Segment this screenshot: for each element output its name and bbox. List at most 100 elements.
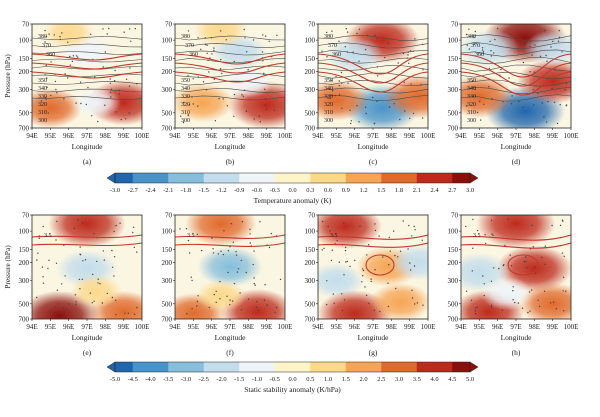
anomaly-blob (318, 262, 365, 299)
stipple-dot (509, 34, 512, 36)
stipple-dot (114, 69, 116, 72)
stipple-dot (366, 254, 368, 256)
isentrope-line (32, 66, 142, 70)
stipple-dot (133, 246, 135, 249)
stipple-dot (408, 224, 410, 227)
stipple-dot (481, 49, 484, 51)
stipple-dot (471, 270, 473, 272)
anomaly-field (461, 215, 571, 319)
stipple-dot (132, 226, 135, 228)
stipple-dot (213, 293, 215, 296)
x-tick-label: 95E (331, 323, 342, 331)
stipple-dot (409, 117, 411, 120)
colorbar-segment (328, 173, 347, 183)
stipple-dot (344, 246, 347, 249)
contour-label: 3.5 (44, 233, 52, 239)
stipple-dot (263, 299, 266, 301)
stipple-dot (394, 254, 396, 257)
red-contour-line (32, 71, 142, 79)
stipple-dot (102, 250, 105, 252)
colorbar-segment (203, 173, 222, 183)
red-contour-line (318, 242, 428, 248)
colorbar-tick-label: -5.0 (110, 376, 120, 383)
isentrope-line (175, 50, 285, 56)
stipple-dot (537, 299, 539, 301)
anomaly-blob (369, 282, 428, 319)
stipple-dot (533, 71, 536, 73)
red-contour-line (175, 71, 285, 83)
stipple-dot (136, 251, 138, 253)
x-tick-label: 98E (243, 132, 254, 140)
stipple-dot (190, 276, 192, 278)
y-tick-label: 500 (448, 300, 459, 308)
stipple-dot (490, 280, 493, 282)
y-tick-label: 200 (19, 68, 30, 76)
colorbar-frame (114, 361, 471, 373)
stipple-dot (81, 222, 84, 224)
x-axis-label: Longitude (215, 333, 246, 342)
isentrope-line (175, 43, 285, 48)
colorbar-tick-label: -3.5 (163, 376, 173, 383)
colorbar-label: Static stability anomaly (K/hPa) (244, 385, 341, 394)
stipple-dot (226, 105, 229, 107)
colorbar-tick-label: 0.5 (306, 376, 314, 383)
panel-b: 350 340 330 320 310 300 380 370 360 70 100 150 200 30… (162, 21, 293, 167)
stipple-dot (532, 89, 534, 91)
stipple-dot (90, 33, 92, 35)
stipple-dot (61, 32, 63, 34)
stipple-dot (191, 308, 193, 310)
x-tick-label: 98E (529, 132, 540, 140)
stipple-dot (229, 304, 231, 306)
colorbar-label: Temperature anomaly (K) (254, 196, 332, 205)
isentrope-line (175, 88, 285, 93)
stipple-dot (529, 310, 531, 312)
stipple-dot (253, 282, 255, 285)
stipple-dot (344, 46, 346, 48)
colorbar-tick-label: 1.2 (359, 187, 367, 194)
x-tick-label: 98E (243, 323, 254, 331)
stipple-dot (481, 47, 484, 49)
stipple-dot (476, 111, 479, 114)
stipple-dot (490, 50, 492, 52)
stipple-dot (81, 278, 84, 280)
y-tick-label: 100 (162, 228, 173, 236)
stipple-dot (565, 82, 568, 85)
contour-label: 320 (324, 102, 333, 108)
stipple-dot (42, 282, 45, 284)
stipple-dot (388, 236, 390, 239)
stipple-dot (219, 280, 221, 283)
stipple-dot (233, 282, 236, 285)
panel-c: 350 340 330 320 310 300 380 370 360 70 100 150 200 30… (305, 21, 436, 167)
stipple-dot (56, 289, 59, 291)
stipple-dot (501, 309, 504, 311)
y-tick-label: 500 (305, 109, 316, 117)
stipple-dot (262, 34, 264, 36)
stipple-dot (235, 251, 237, 253)
colorbar-tick-label: 0.9 (342, 187, 350, 194)
y-tick-label: 150 (162, 246, 173, 254)
stipple-dot (191, 279, 193, 282)
red-contour-line (461, 62, 571, 87)
stipple-dot (538, 305, 541, 308)
stipple-dot (553, 101, 556, 104)
colorbar-segment (150, 362, 169, 372)
colorbar-segment (274, 173, 293, 183)
stipple-dot (525, 260, 527, 263)
x-tick-label: 97E (510, 132, 521, 140)
stipple-dot (75, 55, 78, 57)
stipple-dot (490, 55, 492, 57)
stipple-dot (75, 303, 77, 305)
stipple-dot (565, 105, 567, 107)
stipple-dot (338, 94, 341, 96)
stipple-dot (411, 289, 413, 291)
colorbar-tick-label: -0.5 (270, 376, 280, 383)
stipple-dot (78, 278, 81, 281)
y-tick-label: 300 (162, 86, 173, 94)
stipple-dot (482, 51, 485, 53)
stipple-dot (354, 259, 356, 262)
stipple-dot (371, 96, 374, 99)
stipple-dot (561, 219, 564, 221)
